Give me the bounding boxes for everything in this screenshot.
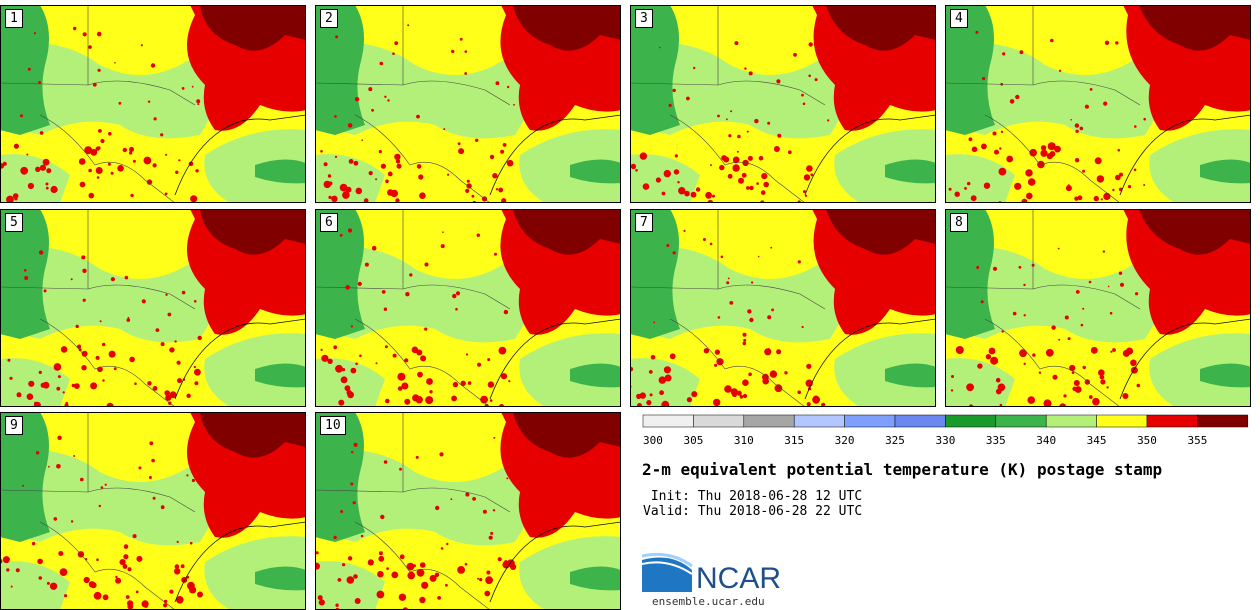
colorbar-segment xyxy=(1197,414,1249,428)
colorbar-segment xyxy=(1096,414,1148,428)
colorbar-tick-label: 315 xyxy=(784,434,804,446)
colorbar-tick-label: 355 xyxy=(1187,434,1207,446)
panel-4: 4 xyxy=(945,5,1251,203)
colorbar: 300 305 310 315 320 325 330 335 340 345 350 355 xyxy=(642,414,1249,446)
init-time: Init: Thu 2018-06-28 12 UTC xyxy=(643,489,863,504)
colorbar-segment xyxy=(793,414,845,428)
colorbar-segment xyxy=(844,414,896,428)
panel-number: 7 xyxy=(635,213,653,232)
panel-number: 9 xyxy=(5,416,23,435)
panel-8: 8 xyxy=(945,209,1251,407)
map-panel xyxy=(945,5,1251,203)
ncar-logo: NCAR xyxy=(641,552,792,596)
colorbar-tick-label: 350 xyxy=(1137,434,1157,446)
colorbar-tick-label: 335 xyxy=(986,434,1006,446)
panel-number: 3 xyxy=(635,9,653,28)
panel-7: 7 xyxy=(630,209,936,407)
colorbar-segment xyxy=(642,414,694,428)
panel-3: 3 xyxy=(630,5,936,203)
map-panel xyxy=(315,412,621,610)
panel-number: 2 xyxy=(320,9,338,28)
panel-number: 6 xyxy=(320,213,338,232)
map-panel xyxy=(0,5,306,203)
panel-5: 5 xyxy=(0,209,306,407)
valid-time: Valid: Thu 2018-06-28 22 UTC xyxy=(643,504,863,519)
colorbar-segment xyxy=(995,414,1047,428)
colorbar-segment xyxy=(1146,414,1198,428)
panel-number: 4 xyxy=(950,9,968,28)
colorbar-segment xyxy=(894,414,946,428)
colorbar-segment xyxy=(743,414,795,428)
colorbar-segment xyxy=(1045,414,1097,428)
panel-9: 9 xyxy=(0,412,306,610)
colorbar-tick-label: 345 xyxy=(1087,434,1107,446)
logo-text: NCAR xyxy=(696,562,781,592)
panel-6: 6 xyxy=(315,209,621,407)
colorbar-segment xyxy=(693,414,745,428)
map-panel xyxy=(0,209,306,407)
colorbar-tick-label: 305 xyxy=(683,434,703,446)
colorbar-tick-label: 320 xyxy=(835,434,855,446)
map-panel xyxy=(0,412,306,610)
colorbar-segment xyxy=(945,414,997,428)
panel-number: 8 xyxy=(950,213,968,232)
site-url: ensemble.ucar.edu xyxy=(652,595,765,608)
colorbar-tick-label: 330 xyxy=(935,434,955,446)
panel-10: 10 xyxy=(315,412,621,610)
map-panel xyxy=(630,209,936,407)
panel-1: 1 xyxy=(0,5,306,203)
colorbar-tick-label: 340 xyxy=(1036,434,1056,446)
page-title: 2-m equivalent potential temperature (K)… xyxy=(642,460,1163,479)
colorbar-tick-label: 310 xyxy=(734,434,754,446)
panel-number: 5 xyxy=(5,213,23,232)
map-panel xyxy=(315,5,621,203)
panel-number: 1 xyxy=(5,9,23,28)
colorbar-tick-label: 325 xyxy=(885,434,905,446)
panel-number: 10 xyxy=(320,416,346,435)
colorbar-tick-label: 300 xyxy=(643,434,663,446)
panel-2: 2 xyxy=(315,5,621,203)
map-panel xyxy=(945,209,1251,407)
map-panel xyxy=(630,5,936,203)
map-panel xyxy=(315,209,621,407)
